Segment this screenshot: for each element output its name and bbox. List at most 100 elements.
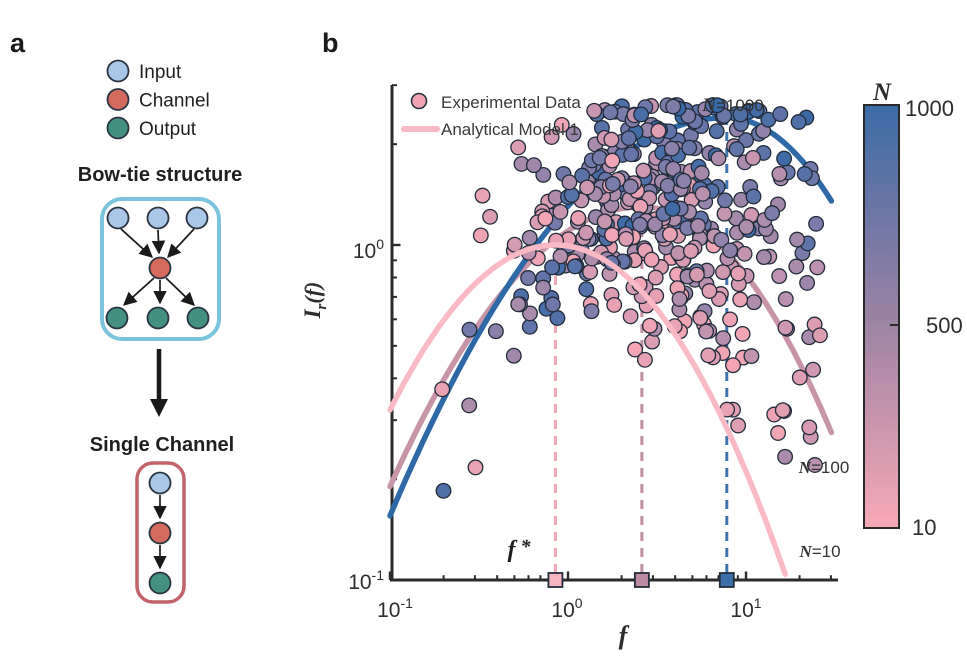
scatter-point	[671, 291, 688, 307]
legend-label-channel: Channel	[139, 91, 210, 112]
x-tick-label-0: 10-1	[377, 595, 413, 622]
scatter-point	[745, 188, 762, 205]
legend-label-output: Output	[139, 119, 197, 140]
scatter-point	[633, 106, 650, 123]
scatter-point	[472, 227, 489, 244]
scatter-point	[643, 251, 660, 268]
fstar-square-marker	[633, 572, 650, 588]
scatter-point	[708, 123, 725, 140]
scatter-point	[764, 205, 781, 222]
output-node	[186, 306, 210, 330]
scatter-point	[636, 351, 653, 368]
experimental-data-marker	[410, 92, 428, 110]
y-tick-label-1: 100	[353, 236, 384, 263]
scatter-point	[622, 308, 639, 325]
scatter-point	[635, 162, 652, 179]
scatter-point	[586, 102, 603, 119]
scatter-point	[487, 323, 504, 340]
scatter-point	[675, 172, 692, 189]
scatter-point	[579, 179, 596, 196]
scatter-point	[544, 259, 561, 276]
scatter-point	[713, 231, 730, 248]
bowtie-title: Bow-tie structure	[78, 164, 242, 186]
colorbar-title: N	[872, 79, 892, 106]
bowtie-box	[100, 197, 221, 341]
fstar-square-marker	[547, 572, 564, 588]
bowtie-nodes	[105, 206, 210, 330]
panel-a-legend: Input Channel Output	[106, 59, 210, 140]
scatter-point	[771, 166, 788, 182]
scatter-point	[801, 419, 818, 436]
scatter-point	[698, 323, 715, 340]
colorbar: N 1000 500 10	[863, 79, 963, 540]
scatter-point	[482, 208, 499, 225]
scatter-point	[664, 200, 681, 217]
scatter-point	[770, 425, 787, 441]
scatter-point	[521, 318, 538, 335]
colorbar-gradient	[863, 104, 900, 529]
scatter-point	[790, 114, 807, 130]
input-node-icon	[106, 59, 130, 83]
scatter-point	[535, 279, 552, 296]
panel-b: b 10-1 100 101 10-1 100 f Ir(f)	[300, 28, 963, 650]
colorbar-label-top: 1000	[905, 96, 954, 121]
colorbar-label-mid: 500	[926, 313, 963, 338]
scatter-point	[662, 226, 678, 243]
scatter-point	[578, 281, 595, 298]
scatter-point	[694, 185, 711, 202]
panel-b-legend: Experimental Data Analytical Model 1	[401, 92, 581, 139]
scatter-point	[692, 309, 709, 326]
output-node	[146, 306, 170, 330]
panel-a-label: a	[10, 28, 26, 58]
scatter-point	[467, 459, 484, 476]
scatter-point	[681, 139, 698, 156]
scatter-point	[561, 174, 578, 191]
scatter-point	[461, 321, 478, 338]
colorbar-label-bottom: 10	[912, 515, 936, 540]
scatter-point	[745, 149, 761, 166]
fstar-markers	[547, 572, 735, 588]
scatter-point	[510, 296, 527, 313]
scatter-point	[618, 230, 635, 247]
scatter-point	[796, 166, 813, 182]
scatter-point	[552, 248, 569, 265]
scatter-point	[596, 213, 613, 230]
bowtie-arrows	[120, 228, 195, 306]
scatter-point	[650, 122, 667, 139]
scatter-point	[659, 177, 676, 194]
output-node	[148, 571, 172, 595]
scatter-point	[435, 482, 452, 499]
legend-label-input: Input	[139, 62, 182, 83]
scatter-point	[701, 283, 718, 299]
x-axis-title: f	[619, 621, 630, 650]
scatter-point	[774, 402, 791, 419]
input-node	[185, 206, 209, 230]
scatter-point	[641, 317, 658, 334]
scatter-point	[805, 361, 822, 378]
scatter-point	[700, 347, 717, 364]
scatter-point	[799, 274, 816, 291]
scatter-point	[725, 357, 741, 374]
scatter-point	[623, 146, 640, 163]
scatter-point	[716, 205, 733, 222]
scatter-point	[543, 129, 560, 145]
scatter-point	[730, 265, 747, 282]
scatter-point	[510, 139, 527, 156]
scatter-point	[788, 258, 805, 275]
scatter-point	[693, 165, 710, 182]
input-node	[146, 206, 170, 230]
model-curve	[387, 242, 788, 577]
legend-experimental-label: Experimental Data	[441, 93, 581, 112]
scatter-point	[620, 130, 637, 147]
scatter-point	[808, 215, 825, 232]
y-tick-label-0: 10-1	[348, 567, 384, 594]
scatter-point	[522, 305, 538, 322]
scatter-point	[544, 296, 561, 313]
scatter-point	[647, 269, 664, 286]
scatter-point	[578, 224, 595, 241]
annotation-n10: N=10	[798, 542, 840, 561]
scatter-point	[722, 242, 739, 259]
single-channel-box	[135, 461, 186, 604]
scatter-point	[552, 203, 569, 220]
